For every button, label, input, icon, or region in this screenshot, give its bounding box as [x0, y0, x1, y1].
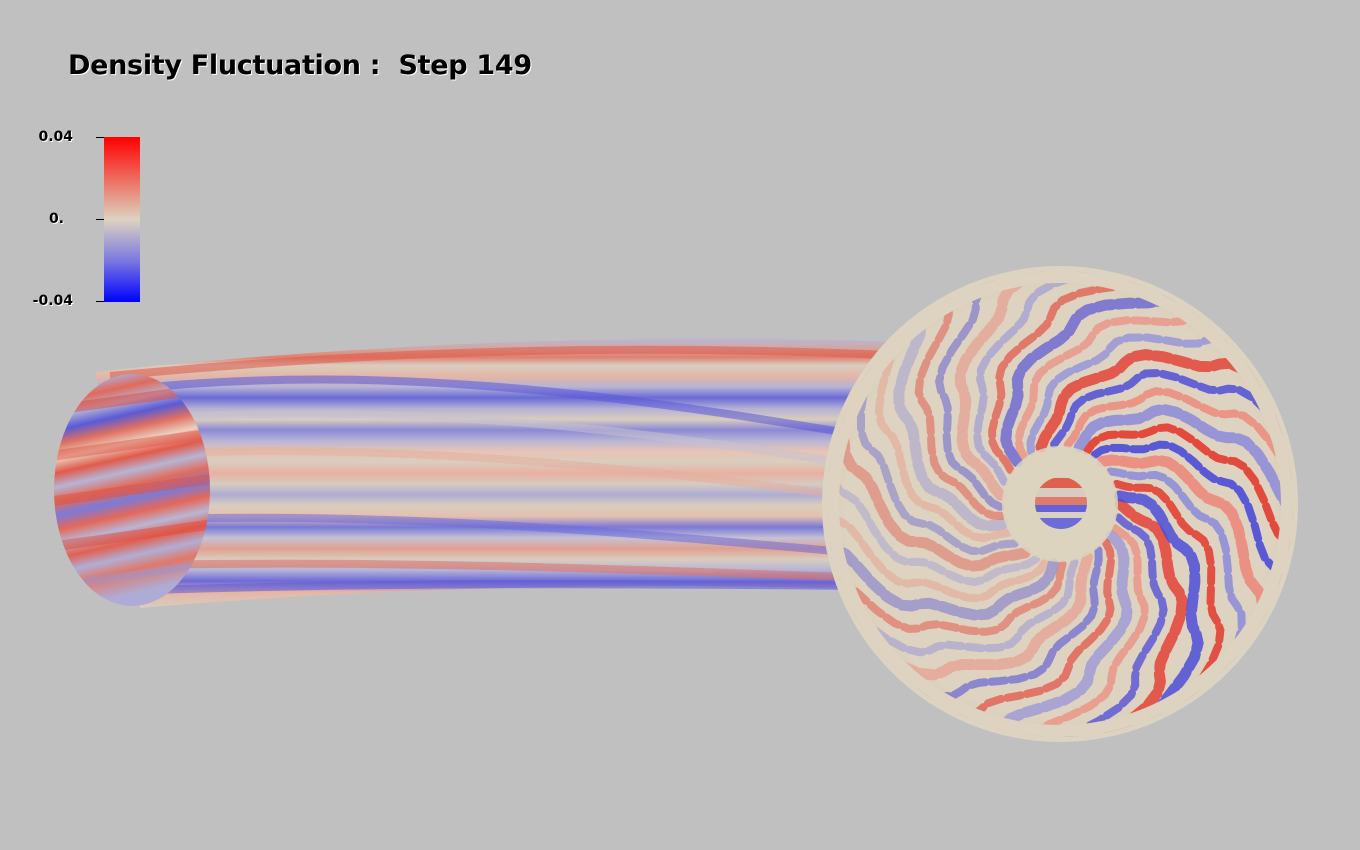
colorbar-min-label: -0.04	[32, 293, 73, 309]
spiral-arm	[914, 291, 1006, 520]
spiral-arm	[1090, 440, 1286, 589]
spiral-arm	[827, 541, 1059, 621]
spiral-arm	[988, 278, 1145, 475]
spiral-arm	[832, 559, 1067, 636]
spiral-arm	[1106, 467, 1246, 676]
spiral-arm	[893, 308, 1009, 532]
plot-title: Density Fluctuation : Step 149	[68, 50, 532, 81]
spiral-arm	[871, 551, 1093, 681]
spiral-arm	[1103, 498, 1188, 737]
spiral-arm	[1112, 479, 1225, 707]
disc-fluctuation-pattern	[827, 271, 1293, 737]
spiral-arm	[1073, 403, 1293, 520]
colorbar-tick-min	[96, 301, 104, 302]
spiral-arm	[992, 530, 1133, 737]
colorbar	[104, 137, 140, 302]
spiral-arm	[874, 330, 1012, 543]
spiral-arm	[827, 457, 1040, 587]
spiral-arm	[955, 538, 1116, 722]
spiral-arm	[1114, 490, 1204, 727]
spiral-arm	[1050, 368, 1289, 449]
spiral-arm	[1063, 387, 1293, 483]
spiral-arm	[973, 271, 1103, 486]
spiral-arm	[827, 505, 1050, 603]
spiral-arm	[857, 361, 1019, 556]
spiral-arm	[1035, 349, 1269, 453]
spiral-arm	[1025, 524, 1149, 737]
colorbar-gradient	[104, 137, 140, 302]
colorbar-max-label: 0.04	[38, 129, 73, 145]
colorbar-tick-max	[96, 137, 104, 138]
spiral-arm	[837, 403, 1031, 572]
spiral-arm	[1014, 309, 1204, 461]
spiral-arm	[1000, 290, 1177, 468]
colorbar-tick-mid	[96, 219, 104, 220]
spiral-arm	[846, 558, 1079, 657]
spiral-arm	[1026, 333, 1236, 456]
spiral-arm	[911, 546, 1103, 701]
colorbar-mid-label: 0.	[48, 211, 64, 227]
spiral-arm	[1060, 513, 1168, 737]
spiral-arm	[954, 271, 1052, 501]
spiral-arm	[1096, 454, 1269, 635]
spiral-arm	[934, 273, 1005, 511]
spiral-arm	[1083, 423, 1293, 551]
